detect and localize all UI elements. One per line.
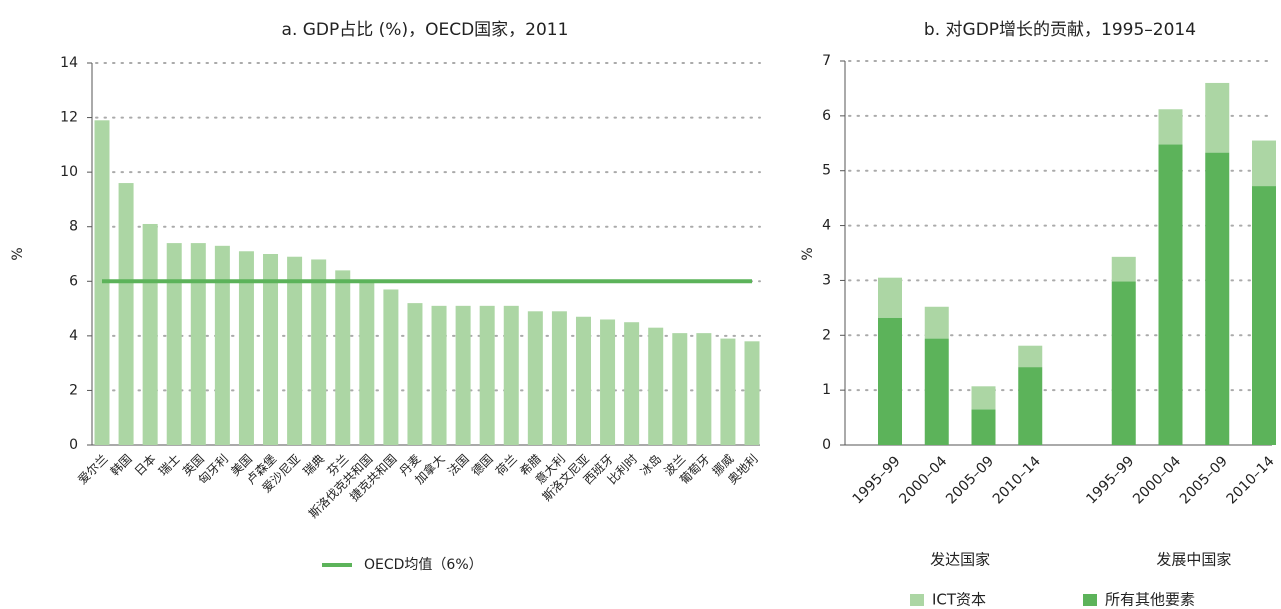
x-tick-label: 法国 (445, 452, 472, 479)
legend-swatch (1083, 594, 1097, 606)
x-tick-label: 冰岛 (637, 451, 665, 479)
x-tick-label: 德国 (468, 451, 496, 479)
y-tick-label: 0 (822, 437, 831, 453)
chart-title: b. 对GDP增长的贡献，1995–2014 (924, 20, 1196, 40)
bar-segment (1252, 140, 1276, 187)
x-tick-label: 瑞典 (300, 452, 327, 479)
x-tick-label: 2005–09 (943, 453, 997, 507)
y-tick-label: 0 (69, 437, 78, 453)
y-tick-label: 12 (60, 110, 78, 126)
y-axis-label: % (10, 247, 26, 260)
bar-segment (924, 338, 949, 445)
bar (287, 256, 303, 445)
bar (166, 243, 182, 445)
bar (672, 333, 688, 445)
x-tick-label: 2010–14 (990, 453, 1044, 507)
group-label: 发展中国家 (1156, 551, 1231, 569)
y-tick-label: 4 (822, 218, 831, 234)
bar-segment (1158, 144, 1183, 445)
bar (118, 183, 134, 446)
bar (214, 245, 230, 445)
x-tick-label: 1995–99 (850, 453, 904, 507)
y-tick-label: 2 (69, 382, 78, 398)
legend-label: ICT资本 (932, 591, 986, 609)
x-tick-label: 2000–04 (896, 453, 950, 507)
bar (455, 305, 471, 445)
bar (744, 341, 760, 445)
bar (142, 223, 158, 445)
y-tick-label: 6 (69, 273, 78, 289)
bar (648, 327, 664, 445)
legend-label: 所有其他要素 (1105, 591, 1195, 609)
y-axis-label: % (800, 247, 816, 260)
x-tick-label: 荷兰 (493, 452, 520, 479)
bar (479, 305, 495, 445)
bar (190, 243, 206, 445)
bar (311, 259, 327, 445)
x-tick-label: 爱尔兰 (75, 451, 111, 487)
y-tick-label: 1 (822, 382, 831, 398)
bar-segment (1205, 82, 1230, 153)
x-tick-label: 日本 (132, 452, 159, 479)
y-tick-label: 7 (822, 53, 831, 69)
y-tick-label: 6 (822, 108, 831, 124)
legend-label: OECD均值（6%） (364, 557, 483, 573)
group-label: 发达国家 (930, 551, 990, 569)
bar (263, 254, 279, 445)
bar-segment (1158, 109, 1183, 145)
bar-segment (878, 277, 902, 318)
y-tick-label: 4 (69, 328, 78, 344)
x-tick-label: 2010–14 (1224, 453, 1278, 507)
y-tick-label: 5 (822, 163, 831, 179)
x-tick-label: 1995–99 (1083, 453, 1137, 507)
bar (551, 311, 567, 445)
legend-swatch (910, 594, 924, 606)
bar (624, 322, 640, 445)
y-tick-label: 14 (60, 55, 78, 71)
bar (335, 270, 351, 445)
x-tick-label: 2000–04 (1130, 453, 1184, 507)
bar-segment (1252, 186, 1276, 445)
bar (383, 289, 399, 445)
bar (527, 311, 543, 445)
bar (696, 333, 712, 445)
bar (238, 251, 254, 445)
y-tick-label: 8 (69, 219, 78, 235)
bar (575, 316, 591, 445)
y-tick-label: 2 (822, 327, 831, 343)
x-tick-label: 韩国 (107, 451, 135, 479)
bar (431, 305, 447, 445)
bar (359, 281, 375, 445)
bar-segment (1205, 152, 1230, 445)
bar-segment (1111, 281, 1136, 445)
x-tick-label: 2005–09 (1177, 453, 1231, 507)
y-tick-label: 3 (822, 272, 831, 288)
bar-segment (1018, 367, 1043, 445)
bar-segment (924, 306, 949, 339)
bar (503, 305, 519, 445)
bar-segment (1111, 256, 1136, 282)
bar-segment (971, 386, 996, 410)
bar-segment (1018, 345, 1043, 368)
bar-segment (878, 317, 902, 445)
bar-segment (971, 409, 996, 445)
bar (720, 338, 736, 445)
y-tick-label: 10 (60, 164, 78, 180)
x-tick-label: 瑞士 (156, 452, 183, 479)
bar (600, 319, 616, 445)
bar (407, 303, 423, 445)
chart-title: a. GDP占比 (%)，OECD国家，2011 (282, 20, 569, 40)
